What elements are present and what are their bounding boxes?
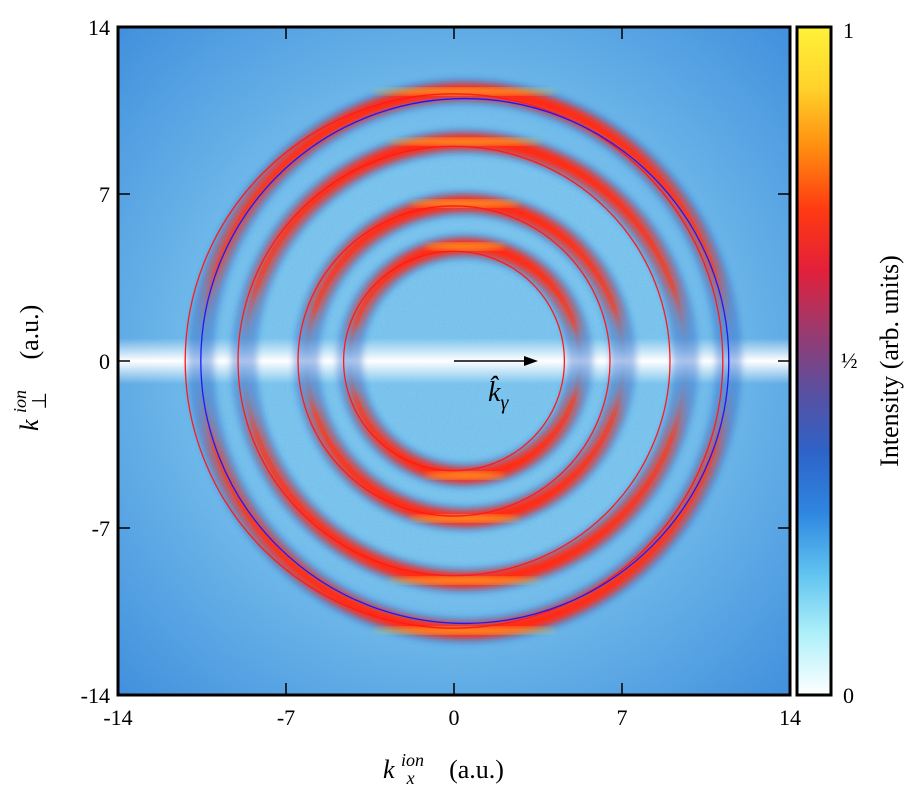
ring-peak-1-top	[372, 88, 558, 95]
y-tick-label-2: 0	[99, 349, 110, 374]
red-fit-3	[297, 205, 611, 517]
ring-peak-2-bottom	[387, 577, 543, 584]
red-fit-2	[237, 145, 671, 577]
x-tick-label-1: -7	[277, 705, 295, 730]
blue-fit	[200, 97, 730, 625]
y-tick-label-0: -14	[81, 683, 110, 708]
fit-circles	[184, 93, 730, 629]
ring-peak-3-bottom	[409, 515, 521, 522]
x-axis-label: k ion x (a.u.)	[383, 743, 504, 790]
y-axis-label: k ion ⊥ (a.u.)	[3, 305, 52, 431]
y-tick-label-3: 7	[99, 182, 110, 207]
x-tick-label-3: 7	[617, 705, 628, 730]
ring-peak-4-bottom	[424, 472, 506, 479]
colorbar-tick-max: 1	[843, 18, 854, 43]
axis-ticks: -14 -7 0 7 14 -14 -7 0 7 14	[81, 15, 801, 730]
x-tick-label-0: -14	[103, 705, 132, 730]
ring-peak-1-bottom	[372, 627, 558, 634]
colorbar-tick-mid: ½	[841, 348, 858, 373]
x-tick-label-2: 0	[449, 705, 460, 730]
colorbar-tick-min: 0	[843, 683, 854, 708]
svg-text:k ion ⊥ (a.u: k ion ⊥ (a.u.)	[3, 305, 52, 431]
intensity-rings	[187, 78, 742, 644]
ring-peak-3-top	[409, 200, 521, 207]
svg-text:k ion x (a.u: k ion x (a.u.)	[383, 743, 504, 790]
ring-peak-2-top	[387, 138, 543, 145]
colorbar-gradient	[797, 27, 831, 695]
colorbar-frame	[795, 25, 833, 697]
x-tick-label-4: 14	[779, 705, 801, 730]
ring-peak-4-top	[424, 243, 506, 250]
y-tick-label-1: -7	[92, 516, 110, 541]
red-fit-1	[184, 93, 724, 629]
k-gamma-arrow-head	[524, 356, 538, 366]
y-tick-label-4: 14	[88, 15, 110, 40]
colorbar-label: Intensity (arb. units)	[875, 255, 904, 467]
plot-area: k̂γ	[118, 27, 790, 695]
k-gamma-label: k̂γ	[488, 377, 509, 414]
colorbar: 1 ½ 0 Intensity (arb. units)	[795, 18, 904, 708]
k-gamma-annotation: k̂γ	[454, 356, 538, 414]
red-fit-4	[342, 250, 566, 472]
